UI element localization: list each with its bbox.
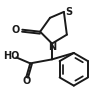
Text: O: O bbox=[11, 25, 19, 35]
Text: O: O bbox=[22, 76, 30, 86]
Text: N: N bbox=[48, 42, 56, 52]
Text: S: S bbox=[65, 7, 72, 17]
Text: HO: HO bbox=[3, 51, 19, 61]
